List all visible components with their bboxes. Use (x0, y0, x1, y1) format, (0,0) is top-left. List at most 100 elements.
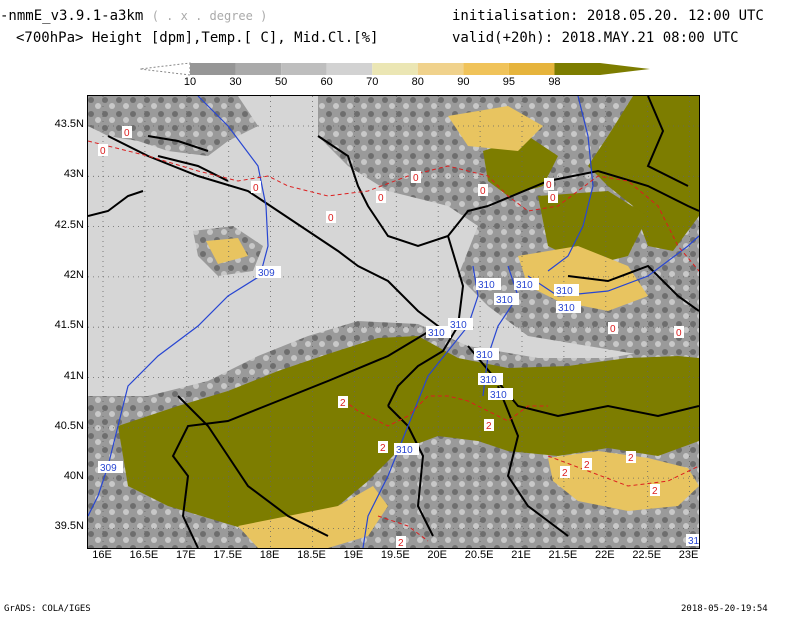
legend-swatch (508, 63, 555, 75)
color-legend: 10 30 50 60 70 80 90 95 98 (140, 62, 650, 87)
height-label-bg (476, 278, 501, 290)
height-contour-label: 309 (258, 268, 275, 279)
lon-tick-label: 20E (427, 549, 447, 561)
temperature-contour-label: 0 (253, 183, 259, 194)
lon-tick-label: 23E (678, 549, 699, 561)
legend-label: 50 (275, 76, 287, 87)
temp-label-bg (650, 484, 660, 496)
footer-credit: GrADS: COLA/IGES (4, 604, 91, 614)
legend-low-arrow (140, 62, 191, 76)
lon-tick-label: 18E (259, 549, 280, 561)
height-contours (88, 96, 699, 548)
temp-label-bg (544, 178, 554, 190)
legend-label: 98 (548, 76, 560, 87)
height-label-bg (554, 284, 579, 296)
temperature-contour-label: 0 (328, 213, 334, 224)
temperature-contour-label: 2 (652, 486, 658, 497)
temperature-contour-label: 0 (610, 324, 616, 335)
height-contour-label: 310 (490, 390, 507, 401)
height-label-bg (256, 266, 281, 278)
temp-label-bg (122, 126, 132, 138)
legend-label: 30 (229, 76, 241, 87)
footer-timestamp: 2018-05-20-19:54 (681, 604, 768, 614)
height-label-bg (98, 461, 123, 473)
lat-tick-label: 41N (63, 369, 84, 382)
temperature-contour-label: 2 (380, 443, 386, 454)
height-label-bg (686, 534, 699, 546)
temp-label-bg (626, 451, 636, 463)
height-label-bg (474, 348, 499, 360)
temperature-contour-label: 2 (340, 398, 346, 409)
lat-tick-label: 43N (63, 168, 84, 181)
temperature-contour-label: 0 (100, 146, 106, 157)
legend-label: 60 (321, 76, 333, 87)
lon-tick-label: 22.5E (632, 549, 662, 561)
temperature-contour-label: 2 (628, 453, 634, 464)
height-contour-label: 310 (516, 280, 533, 291)
height-contour-label: 310 (478, 280, 495, 291)
temp-label-bg (376, 191, 386, 203)
country-borders (88, 96, 699, 548)
projection-label: ( . x . degree ) (151, 9, 268, 23)
lat-tick-label: 39.5N (54, 520, 84, 533)
height-label-bg (394, 443, 419, 455)
temperature-contour-label: 0 (378, 193, 384, 204)
temp-label-bg (98, 144, 108, 156)
lon-tick-label: 21E (511, 549, 531, 561)
height-label-bg (448, 318, 473, 330)
yellow-cloud-island (206, 238, 248, 264)
temp-label-bg (396, 536, 406, 548)
lat-tick-label: 40N (63, 470, 84, 483)
height-label-bg (426, 326, 451, 338)
temp-label-bg (411, 171, 421, 183)
legend-swatch (372, 63, 418, 75)
olive-cloud-northeast (588, 96, 699, 251)
legend-label: 95 (503, 76, 515, 87)
temperature-label-layer: 0 0 0 0 0 0 0 0 0 0 0 2 2 2 2 2 2 2 2 (98, 126, 684, 548)
lon-tick-label: 20.5E (464, 549, 494, 561)
temp-label-bg (484, 419, 494, 431)
lon-tick-label: 16.5E (129, 549, 159, 561)
lon-tick-label: 16E (92, 549, 112, 561)
height-contour-label: 310 (428, 328, 445, 339)
temperature-contour-label: 2 (584, 460, 590, 471)
legend-swatch (326, 63, 373, 75)
legend-label: 80 (412, 76, 424, 87)
height-contour-label: 310 (476, 350, 493, 361)
temp-label-bg (560, 466, 570, 478)
temperature-contour-label: 0 (676, 328, 682, 339)
height-contour-label: 310 (558, 303, 575, 314)
height-contour-label: 310 (396, 445, 413, 456)
olive-cloud-north (483, 136, 558, 196)
height-contour-label: 31 (688, 536, 699, 547)
temp-label-bg (548, 191, 558, 203)
temperature-contours (88, 140, 699, 542)
height-label-bg (478, 373, 503, 385)
lon-tick-label: 18.5E (297, 549, 326, 561)
lat-tick-label: 42N (63, 268, 84, 281)
lon-tick-label: 17E (176, 549, 196, 561)
height-label-layer: 3093093103103103103103103103103103103103… (98, 266, 699, 547)
fields-label: <700hPa> Height [dpm],Temp.[ C], Mid.Cl.… (16, 30, 379, 46)
map: 309 309 310 310 310 310 310 310 310 310 310 310 310 3… (87, 95, 700, 549)
temp-label-bg (674, 326, 684, 338)
olive-cloud-south (118, 336, 699, 536)
valid-time-label: valid(+20h): 2018.MAY.21 08:00 UTC (452, 30, 739, 46)
legend-swatch (463, 63, 509, 75)
legend-swatch (554, 63, 600, 75)
temperature-contour-label: 2 (398, 538, 404, 548)
temperature-contour-label: 2 (562, 468, 568, 479)
model-title: -nmmE_v3.9.1-a3km ( . x . degree ) (0, 8, 267, 24)
lon-tick-label: 22E (595, 549, 615, 561)
temp-label-bg (338, 396, 348, 408)
map-canvas: 3093093103103103103103103103103103103103… (88, 96, 699, 548)
height-label-bg (556, 301, 581, 313)
legend-label: 90 (457, 76, 469, 87)
lon-tick-label: 21.5E (548, 549, 578, 561)
temperature-contour-label: 0 (413, 173, 419, 184)
lat-tick-label: 40.5N (54, 419, 84, 432)
legend-swatch (417, 63, 464, 75)
height-contour-label: 310 (496, 295, 513, 306)
temp-label-bg (251, 181, 261, 193)
lon-tick-label: 19.5E (380, 549, 410, 561)
